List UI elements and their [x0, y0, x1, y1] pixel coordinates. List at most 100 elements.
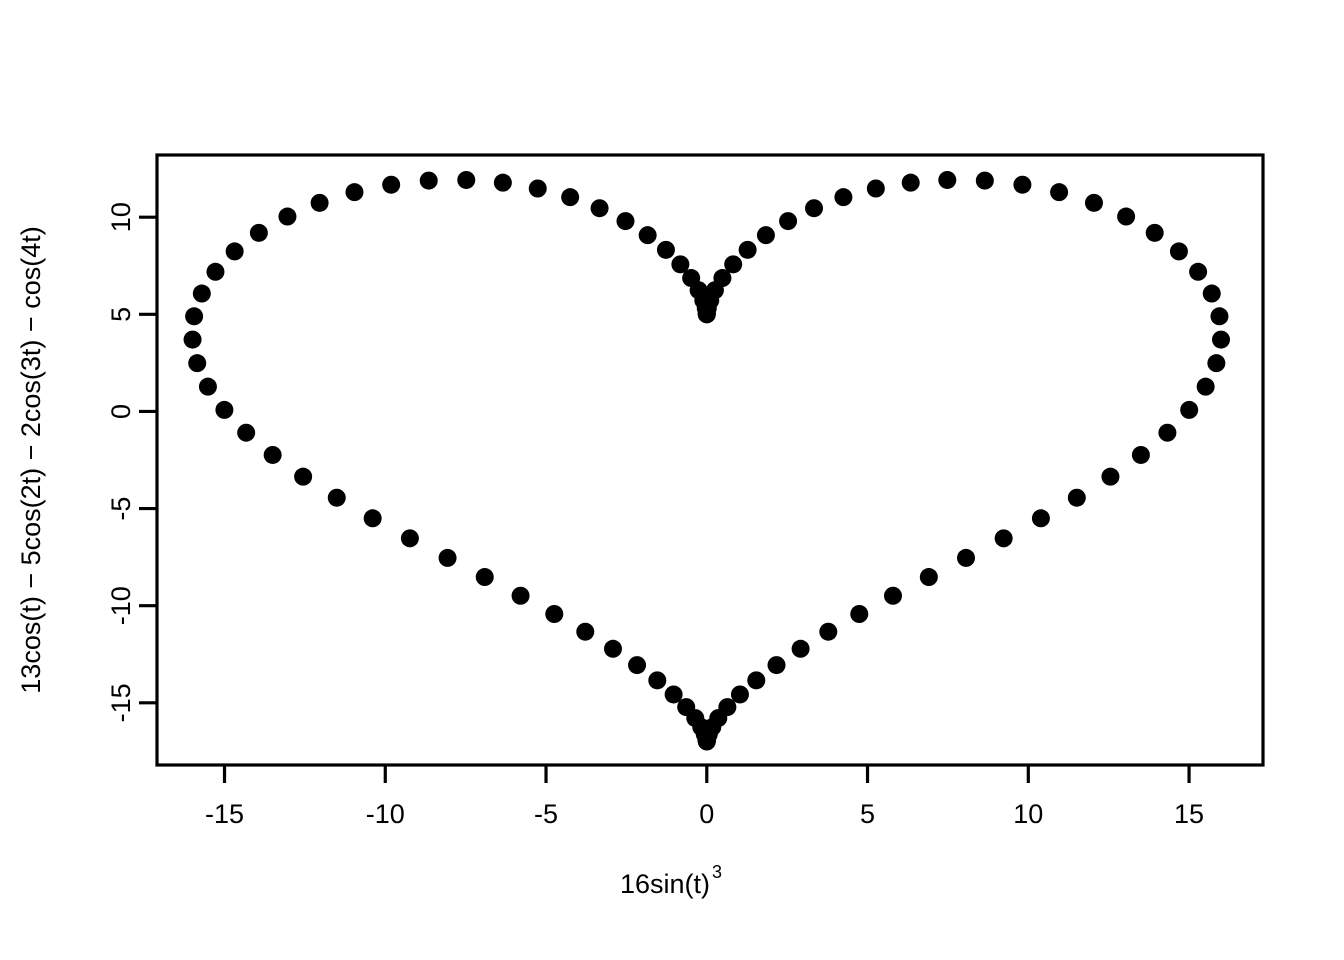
data-point — [225, 242, 244, 261]
data-point — [263, 445, 282, 464]
data-point — [957, 548, 975, 567]
data-point — [616, 212, 635, 231]
data-point — [1212, 330, 1231, 349]
data-point — [590, 199, 609, 218]
data-point — [400, 529, 419, 548]
data-point — [511, 586, 530, 605]
data-point — [528, 179, 547, 198]
data-point — [294, 467, 313, 486]
data-point — [791, 639, 810, 658]
data-point — [475, 568, 494, 587]
x-tick-label: -5 — [534, 799, 558, 829]
data-point — [1050, 183, 1069, 202]
y-axis-title: 13cos(t) − 5cos(2t) − 2cos(3t) − cos(4t) — [16, 226, 46, 693]
y-tick-label: 0 — [106, 404, 136, 419]
data-point — [884, 586, 902, 605]
y-axis-tick-labels: -15 -10 -5 0 5 10 — [106, 202, 136, 722]
data-point — [1013, 175, 1032, 194]
data-point — [834, 188, 853, 207]
data-point — [767, 656, 786, 675]
data-point — [382, 175, 401, 194]
x-axis-tick-labels: -15 -10 -5 0 5 10 15 — [205, 799, 1204, 829]
data-point — [677, 698, 696, 717]
data-point — [1067, 488, 1086, 507]
plot-frame-box — [155, 153, 1265, 767]
data-point — [713, 269, 732, 288]
data-point — [975, 171, 994, 190]
data-points — [183, 170, 1231, 751]
x-axis-title: 16sin(t) 3 — [620, 862, 722, 899]
data-point — [1189, 262, 1208, 281]
x-tick-label: -10 — [366, 799, 405, 829]
data-point — [664, 685, 683, 704]
data-point — [493, 173, 512, 192]
data-point — [994, 529, 1013, 548]
data-point — [656, 240, 675, 259]
data-point — [1210, 307, 1229, 326]
data-point — [237, 423, 256, 442]
data-point — [1101, 467, 1120, 486]
data-point — [215, 400, 234, 419]
data-point — [1131, 445, 1150, 464]
data-point — [310, 193, 329, 212]
data-point — [638, 226, 657, 245]
x-tick-label: 0 — [699, 799, 714, 829]
data-point — [628, 656, 647, 675]
x-tick-label: 10 — [1013, 799, 1043, 829]
data-point — [1145, 223, 1164, 242]
y-tick-label: 5 — [106, 307, 136, 322]
data-point — [1169, 242, 1188, 261]
data-point — [756, 226, 775, 245]
data-point — [561, 188, 580, 207]
data-point — [545, 605, 564, 623]
x-axis-ticks — [222, 765, 1191, 783]
data-point — [738, 240, 757, 259]
x-axis-title-base: 16sin(t) — [620, 869, 710, 899]
data-point — [198, 377, 217, 396]
data-point — [730, 685, 749, 704]
x-tick-label: -15 — [205, 799, 244, 829]
x-axis-title-exponent: 3 — [712, 862, 722, 882]
data-point — [850, 605, 869, 623]
data-point — [185, 307, 204, 326]
data-point — [419, 171, 438, 190]
data-point — [345, 183, 364, 202]
data-point — [327, 488, 346, 507]
data-point — [192, 284, 211, 303]
data-point — [938, 170, 957, 189]
y-tick-label: -15 — [106, 683, 136, 722]
data-point — [1207, 354, 1226, 373]
data-point — [919, 568, 938, 587]
data-point — [671, 255, 690, 274]
x-tick-label: 15 — [1174, 799, 1204, 829]
data-point — [747, 671, 766, 690]
y-tick-label: 10 — [106, 202, 136, 232]
data-point — [648, 671, 667, 690]
data-point — [1031, 509, 1050, 528]
data-point — [1180, 400, 1199, 419]
data-point — [188, 354, 207, 373]
data-point — [576, 622, 595, 641]
x-tick-label: 5 — [860, 799, 875, 829]
data-point — [249, 223, 268, 242]
data-point — [603, 639, 622, 658]
data-point — [805, 199, 824, 218]
data-point — [438, 548, 457, 567]
data-point — [206, 262, 225, 281]
data-point — [363, 509, 382, 528]
data-point — [697, 305, 716, 324]
data-point — [1117, 207, 1136, 226]
data-point — [457, 170, 476, 189]
data-point — [183, 330, 202, 349]
data-point — [779, 212, 798, 231]
y-tick-label: -5 — [106, 497, 136, 521]
data-point — [278, 207, 297, 226]
data-point — [819, 622, 838, 641]
data-point — [901, 173, 920, 192]
data-point — [1158, 423, 1177, 442]
data-point — [1196, 377, 1215, 396]
data-point — [724, 255, 743, 274]
y-axis-ticks — [139, 215, 157, 705]
data-point — [866, 179, 885, 198]
